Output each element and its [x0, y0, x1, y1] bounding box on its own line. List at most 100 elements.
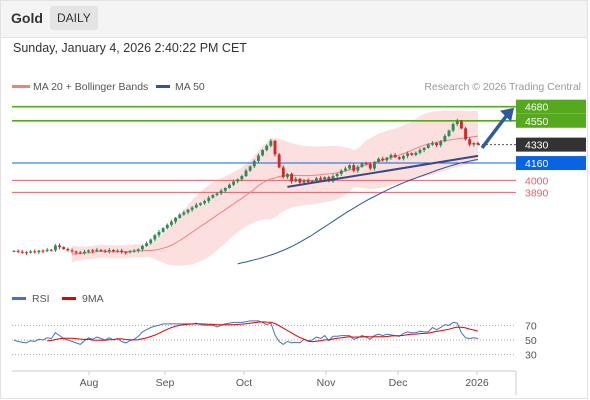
- candle-body: [372, 161, 376, 169]
- level-label-3890: 3890: [525, 187, 549, 199]
- rsi-panel: 70 50 30: [12, 320, 537, 362]
- ma20-legend-swatch: [12, 85, 30, 88]
- level-tag-4160: [516, 156, 586, 171]
- candle-body: [290, 173, 294, 182]
- candle-body: [281, 167, 285, 178]
- ma50-legend-swatch: [156, 85, 170, 88]
- candle-body: [240, 176, 244, 180]
- candle-body: [352, 165, 356, 171]
- rsi-legend-label: RSI: [32, 293, 50, 305]
- candle-body: [153, 235, 157, 240]
- level-label-4680: 4680: [525, 102, 549, 114]
- candle-body: [414, 152, 418, 155]
- candle-body: [252, 160, 256, 167]
- candle-body: [319, 178, 323, 180]
- tab-daily[interactable]: DAILY: [50, 6, 98, 30]
- candle-body: [128, 251, 132, 253]
- candle-body: [443, 135, 447, 142]
- candle-body: [410, 153, 414, 155]
- candle-body: [244, 170, 248, 177]
- candle-body: [107, 250, 111, 252]
- candle-body: [464, 128, 468, 140]
- x-tick-label: Aug: [80, 377, 99, 389]
- candle-body: [265, 145, 269, 151]
- candle-body: [277, 154, 281, 168]
- x-tick-label: 2026: [465, 377, 489, 389]
- candle-body: [24, 252, 28, 254]
- x-tick-label: Sep: [156, 377, 175, 389]
- candle-body: [256, 155, 260, 161]
- candle-body: [161, 228, 165, 232]
- candle-body: [190, 207, 194, 210]
- rsi-tick-70: 70: [525, 320, 537, 332]
- candle-body: [58, 245, 62, 248]
- level-label-4000: 4000: [525, 175, 549, 187]
- candle-body: [343, 168, 347, 171]
- candle-body: [29, 251, 33, 253]
- candle-body: [62, 247, 66, 249]
- candle-body: [435, 143, 439, 146]
- bollinger-band-area: [72, 110, 478, 266]
- candle-body: [451, 124, 455, 131]
- candle-body: [41, 250, 45, 252]
- trend-annotations: [287, 107, 514, 188]
- rsi-tick-30: 30: [525, 350, 537, 362]
- candle-body: [182, 212, 186, 215]
- candle-body: [111, 250, 115, 252]
- research-credit: Research © 2026 Trading Central: [424, 81, 581, 93]
- candle-body: [70, 250, 74, 252]
- candle-body: [116, 250, 120, 252]
- candle-body: [49, 249, 53, 251]
- candle-body: [385, 157, 389, 161]
- rsi-ma9-line: [47, 321, 479, 343]
- candle-body: [223, 188, 227, 191]
- candle-body: [323, 177, 327, 180]
- moving-averages: [71, 135, 479, 265]
- candle-body: [33, 251, 37, 253]
- level-label-4160: 4160: [525, 158, 549, 170]
- uptrend-line: [287, 154, 479, 188]
- candle-body: [406, 153, 410, 157]
- candle-body: [20, 251, 24, 253]
- instrument-title: Gold: [11, 10, 43, 26]
- rsi-line: [13, 320, 479, 346]
- candle-body: [468, 139, 472, 145]
- candle-body: [294, 178, 298, 182]
- candle-body: [430, 143, 434, 145]
- candle-body: [389, 154, 393, 158]
- candle-body: [335, 173, 339, 177]
- candle-body: [236, 179, 240, 182]
- candle-body: [401, 156, 405, 159]
- candle-body: [91, 250, 95, 252]
- candle-body: [232, 181, 236, 185]
- chart-header: [0, 0, 588, 37]
- candle-body: [169, 221, 173, 225]
- candle-body: [348, 165, 352, 169]
- candle-body: [339, 170, 343, 174]
- candle-body: [198, 203, 202, 205]
- candle-body: [261, 150, 265, 156]
- candle-body: [12, 250, 16, 252]
- candle-body: [174, 217, 178, 222]
- target-arrow-shaft: [480, 112, 510, 149]
- candle-body: [211, 195, 215, 198]
- candle-body: [186, 209, 190, 213]
- x-tick-label: Nov: [317, 377, 336, 389]
- candle-body: [103, 250, 107, 252]
- candle-body: [227, 184, 231, 188]
- candle-body: [82, 251, 86, 254]
- target-arrow-head: [500, 107, 514, 122]
- candle-body: [149, 239, 153, 244]
- candle-body: [136, 249, 140, 251]
- level-label-4330: 4330: [525, 140, 549, 152]
- candle-body: [356, 166, 360, 171]
- candle-body: [178, 214, 182, 218]
- candle-body: [66, 248, 70, 251]
- candle-body: [310, 180, 314, 183]
- candle-body: [418, 150, 422, 153]
- candle-body: [219, 190, 223, 194]
- chart-frame: [0, 37, 588, 399]
- candle-body: [381, 158, 385, 161]
- candle-body: [360, 163, 364, 167]
